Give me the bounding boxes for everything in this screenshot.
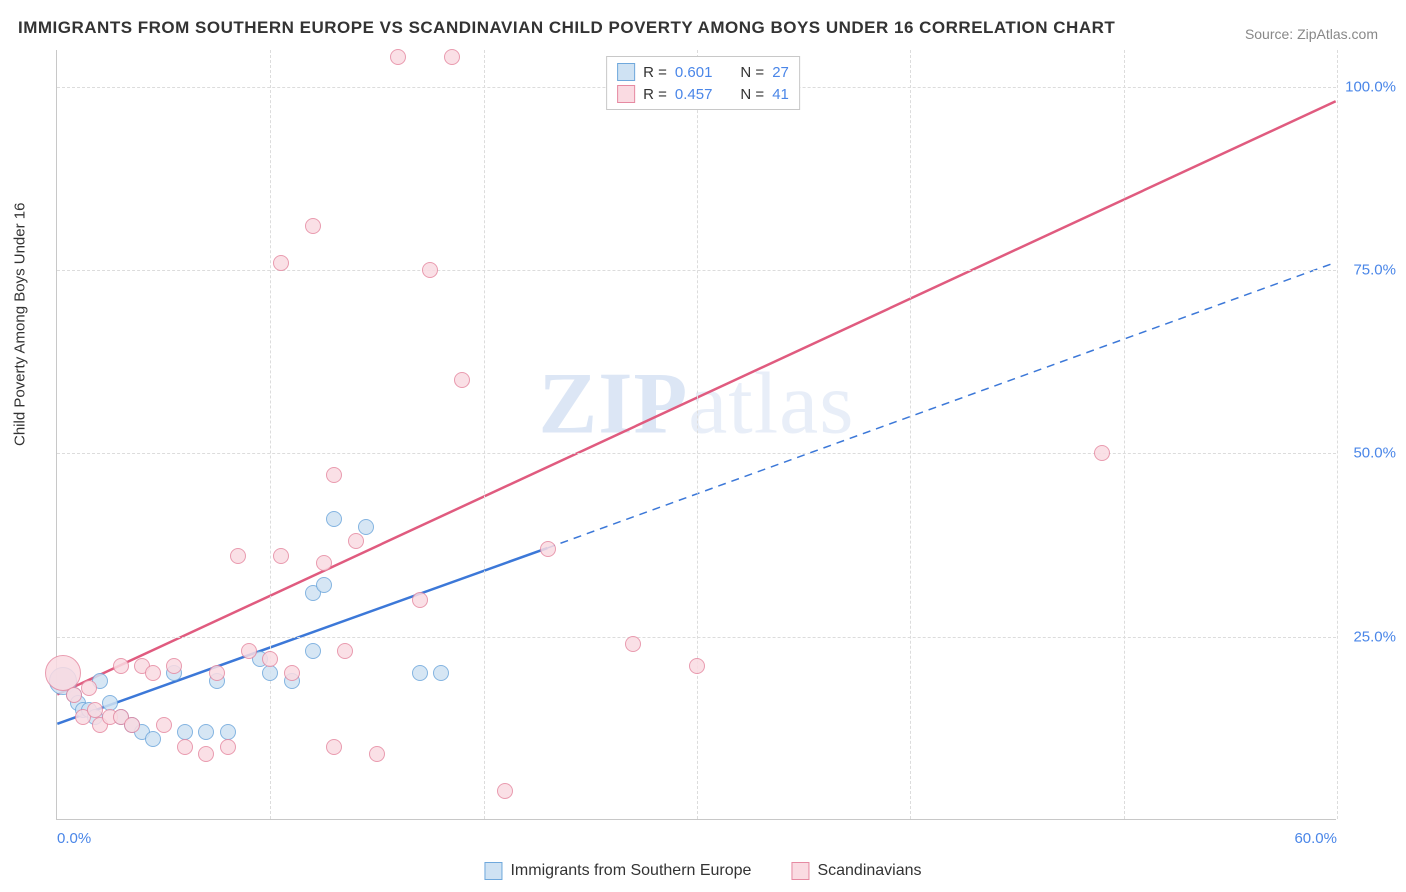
scatter-point-pink [230,548,246,564]
series-legend: Immigrants from Southern Europe Scandinav… [484,862,921,880]
scatter-point-blue [358,519,374,535]
scatter-point-pink [348,533,364,549]
scatter-point-pink [444,49,460,65]
scatter-point-pink [326,467,342,483]
scatter-point-blue [433,665,449,681]
legend-n-value: 41 [772,86,789,103]
legend-n-label: N = [740,64,764,81]
scatter-point-pink [262,651,278,667]
legend-n-label: N = [740,86,764,103]
scatter-point-pink [689,658,705,674]
scatter-point-blue [326,511,342,527]
scatter-point-pink [81,680,97,696]
scatter-point-pink [369,746,385,762]
y-tick-label: 100.0% [1341,78,1396,95]
scatter-point-pink [1094,445,1110,461]
scatter-point-pink [422,262,438,278]
scatter-point-pink [113,658,129,674]
legend-row-blue: R = 0.601 N = 27 [617,61,789,83]
correlation-legend: R = 0.601 N = 27 R = 0.457 N = 41 [606,56,800,110]
gridline-vertical [910,50,911,819]
scatter-point-pink [124,717,140,733]
scatter-point-pink [166,658,182,674]
scatter-point-pink [337,643,353,659]
gridline-vertical [270,50,271,819]
y-tick-label: 75.0% [1341,262,1396,279]
gridline-vertical [697,50,698,819]
scatter-point-pink [66,687,82,703]
gridline-vertical [1337,50,1338,819]
scatter-point-pink [326,739,342,755]
scatter-point-pink [454,372,470,388]
legend-r-value: 0.601 [675,64,713,81]
scatter-point-blue [177,724,193,740]
gridline-vertical [1124,50,1125,819]
plot-area: ZIPatlas 25.0%50.0%75.0%100.0%0.0%60.0% [56,50,1336,820]
legend-swatch [617,63,635,81]
watermark-bold: ZIP [539,355,689,452]
scatter-point-pink [156,717,172,733]
scatter-point-pink [273,255,289,271]
scatter-point-blue [305,643,321,659]
gridline-vertical [484,50,485,819]
legend-label: Immigrants from Southern Europe [510,862,751,880]
legend-swatch [617,85,635,103]
scatter-point-pink [305,218,321,234]
y-axis-title: Child Poverty Among Boys Under 16 [12,203,29,446]
legend-row-pink: R = 0.457 N = 41 [617,83,789,105]
scatter-point-pink [412,592,428,608]
scatter-point-blue [198,724,214,740]
chart-title: IMMIGRANTS FROM SOUTHERN EUROPE VS SCAND… [18,18,1115,38]
scatter-point-blue [412,665,428,681]
scatter-point-blue [145,731,161,747]
source-text: Source: ZipAtlas.com [1245,26,1378,42]
scatter-point-pink [284,665,300,681]
scatter-point-blue [102,695,118,711]
legend-item: Immigrants from Southern Europe [484,862,751,880]
y-tick-label: 50.0% [1341,445,1396,462]
scatter-point-blue [316,577,332,593]
scatter-point-pink [540,541,556,557]
scatter-point-pink [209,665,225,681]
scatter-point-pink [241,643,257,659]
scatter-point-pink [198,746,214,762]
legend-item: Scandinavians [791,862,921,880]
legend-r-value: 0.457 [675,86,713,103]
legend-swatch [791,862,809,880]
legend-r-label: R = [643,64,667,81]
scatter-point-pink [45,655,81,691]
scatter-point-blue [220,724,236,740]
y-tick-label: 25.0% [1341,628,1396,645]
scatter-point-pink [316,555,332,571]
scatter-point-pink [177,739,193,755]
scatter-point-pink [497,783,513,799]
scatter-point-pink [625,636,641,652]
scatter-point-pink [145,665,161,681]
legend-swatch [484,862,502,880]
x-tick-label: 0.0% [57,830,91,847]
legend-n-value: 27 [772,64,789,81]
x-tick-label: 60.0% [1294,830,1337,847]
scatter-point-pink [390,49,406,65]
scatter-point-pink [220,739,236,755]
legend-r-label: R = [643,86,667,103]
legend-label: Scandinavians [817,862,921,880]
watermark-light: atlas [688,355,854,452]
scatter-point-pink [273,548,289,564]
scatter-point-pink [87,702,103,718]
scatter-point-blue [262,665,278,681]
